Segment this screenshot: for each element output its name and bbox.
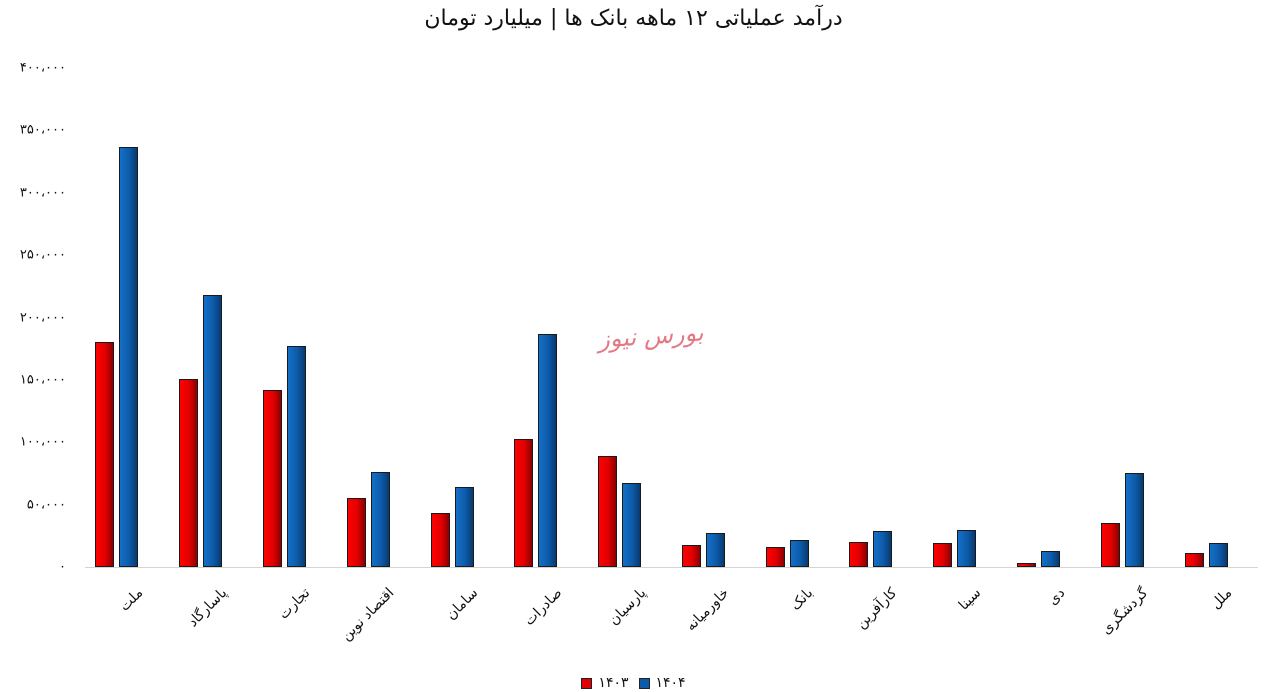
x-tick-label: صادرات [521, 585, 566, 629]
bar-1404 [1208, 543, 1228, 567]
x-tick-label: سامان [443, 585, 482, 624]
bar-1404 [203, 295, 223, 567]
bar-1403 [430, 513, 450, 567]
x-tick-label: پارسیان [605, 585, 649, 629]
bar-1403 [598, 455, 618, 567]
legend: ۱۴۰۳ ۱۴۰۴ [0, 675, 1267, 691]
bar-1403 [95, 342, 115, 567]
x-tick-label: کارآفرین [853, 585, 901, 633]
bar-1404 [454, 487, 474, 567]
bar-1404 [286, 346, 306, 567]
bar-1404 [1124, 473, 1144, 567]
y-tick-label: ۲۰۰،۰۰۰ [19, 310, 66, 325]
bar-1404 [957, 529, 977, 567]
plot-area [85, 68, 1258, 567]
y-tick-label: ۲۵۰،۰۰۰ [19, 247, 66, 263]
x-tick-label: بانک [787, 585, 817, 614]
bar-1403 [849, 542, 869, 567]
bar-1403 [1184, 553, 1204, 567]
legend-swatch [581, 677, 593, 689]
bar-1403 [514, 438, 534, 567]
bar-1404 [538, 333, 558, 567]
x-tick-label: خاورمیانه [683, 585, 733, 635]
y-tick-label: ۳۰۰،۰۰۰ [19, 185, 66, 201]
legend-item-0: ۱۴۰۳ [581, 675, 629, 691]
legend-swatch [638, 677, 650, 689]
legend-label: ۱۴۰۴ [655, 675, 686, 691]
x-tick-label: سینا [955, 585, 985, 614]
bar-1403 [933, 543, 953, 567]
y-tick-label: ۵۰،۰۰۰ [26, 497, 66, 513]
bar-1403 [262, 389, 282, 567]
bar-1404 [622, 483, 642, 567]
x-tick-label: دی [1044, 585, 1068, 609]
bar-1404 [705, 533, 725, 567]
y-tick-label: ۳۵۰،۰۰۰ [19, 122, 66, 138]
x-tick-label: ملت [116, 585, 147, 615]
bar-1404 [873, 530, 893, 567]
bar-1404 [1041, 550, 1061, 567]
x-axis-line [85, 567, 1258, 568]
x-tick-label: ملل [1208, 585, 1236, 613]
bar-1404 [119, 146, 139, 567]
bar-1403 [1100, 523, 1120, 567]
y-tick-label: ۴۰۰،۰۰۰ [19, 60, 66, 76]
bar-1403 [765, 547, 785, 567]
x-tick-label: پاسارگاد [184, 585, 230, 631]
legend-item-1: ۱۴۰۴ [638, 675, 686, 691]
bar-1403 [179, 378, 199, 567]
x-tick-label: گردشگری [1098, 585, 1152, 638]
x-tick-label: اقتصاد نوین [338, 585, 398, 645]
bar-1403 [1017, 563, 1037, 567]
y-tick-label: ۰ [59, 559, 66, 575]
y-tick-label: ۱۰۰،۰۰۰ [19, 434, 66, 450]
x-tick-label: تجارت [276, 585, 314, 623]
bar-1403 [346, 498, 366, 567]
bar-1404 [789, 539, 809, 567]
chart-title: درآمد عملیاتی ۱۲ ماهه بانک ها | میلیارد … [424, 6, 843, 31]
y-tick-label: ۱۵۰،۰۰۰ [19, 372, 66, 388]
bar-1403 [681, 544, 701, 567]
legend-label: ۱۴۰۳ [598, 675, 629, 691]
bar-1404 [370, 472, 390, 567]
